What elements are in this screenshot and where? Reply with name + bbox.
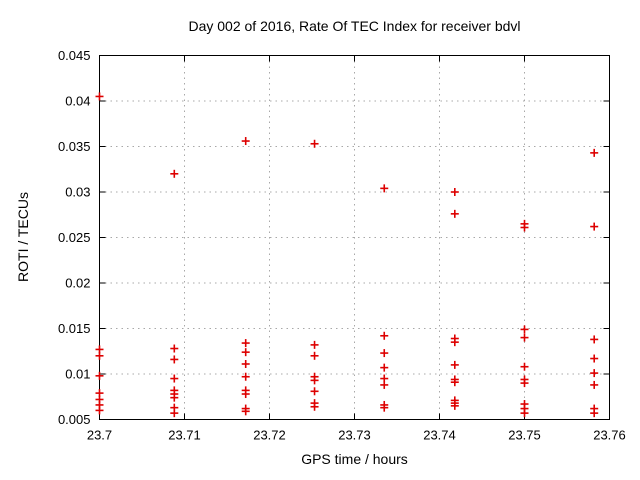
y-tick-label: 0.02 xyxy=(65,276,90,291)
data-point-marker xyxy=(450,378,459,387)
data-point-marker xyxy=(241,137,250,146)
data-point-marker xyxy=(310,139,319,148)
data-point-marker xyxy=(450,401,459,410)
data-point-marker xyxy=(170,355,179,364)
x-tick-label: 23.7 xyxy=(87,428,112,443)
data-point-marker xyxy=(241,390,250,399)
data-point-marker xyxy=(590,369,599,378)
data-point-marker xyxy=(520,223,529,232)
data-point-marker xyxy=(170,344,179,353)
data-point-marker xyxy=(450,209,459,218)
data-point-marker xyxy=(590,148,599,157)
y-tick-label: 0.025 xyxy=(58,230,91,245)
y-tick-label: 0.005 xyxy=(58,412,91,427)
data-point-marker xyxy=(450,188,459,196)
data-point-marker xyxy=(520,362,529,371)
data-point-marker xyxy=(380,380,389,389)
data-point-marker xyxy=(520,379,529,388)
x-tick-label: 23.75 xyxy=(508,428,541,443)
y-tick-label: 0.015 xyxy=(58,321,91,336)
x-axis-label: GPS time / hours xyxy=(301,451,408,467)
data-point-marker xyxy=(241,348,250,357)
data-point-marker xyxy=(590,354,599,363)
data-point-marker xyxy=(241,372,250,381)
data-point-marker xyxy=(310,340,319,349)
data-point-marker xyxy=(310,387,319,396)
data-point-marker xyxy=(380,403,389,412)
x-tick-label: 23.74 xyxy=(423,428,456,443)
data-point-marker xyxy=(95,406,104,415)
data-point-marker xyxy=(170,374,179,383)
data-point-marker xyxy=(241,359,250,368)
data-point-marker xyxy=(590,380,599,389)
y-tick-label: 0.035 xyxy=(58,139,91,154)
data-point-marker xyxy=(95,371,104,380)
data-point-marker xyxy=(380,184,389,193)
data-point-marker xyxy=(241,407,250,416)
data-point-marker xyxy=(380,349,389,358)
y-tick-label: 0.04 xyxy=(65,94,90,109)
data-point-marker xyxy=(241,339,250,348)
data-point-marker xyxy=(170,409,179,418)
y-tick-label: 0.01 xyxy=(65,367,90,382)
data-point-marker xyxy=(380,331,389,340)
data-point-marker xyxy=(520,409,529,418)
data-point-marker xyxy=(310,402,319,411)
data-point-marker xyxy=(520,333,529,342)
data-point-marker xyxy=(450,360,459,369)
y-tick-label: 0.03 xyxy=(65,185,90,200)
x-tick-label: 23.73 xyxy=(338,428,371,443)
data-point-marker xyxy=(450,338,459,347)
x-tick-label: 23.71 xyxy=(168,428,201,443)
data-point-marker xyxy=(380,363,389,372)
data-point-marker xyxy=(310,376,319,385)
data-point-marker xyxy=(310,351,319,360)
data-point-marker xyxy=(590,335,599,344)
data-point-marker xyxy=(95,351,104,360)
data-point-marker xyxy=(170,393,179,402)
data-point-marker xyxy=(95,92,104,101)
y-tick-label: 0.045 xyxy=(58,48,91,63)
data-point-marker xyxy=(170,169,179,178)
data-point-marker xyxy=(590,409,599,418)
x-tick-label: 23.72 xyxy=(253,428,286,443)
data-point-marker xyxy=(590,222,599,231)
chart-title: Day 002 of 2016, Rate Of TEC Index for r… xyxy=(188,18,521,34)
data-point-marker xyxy=(520,325,529,334)
x-tick-label: 23.76 xyxy=(593,428,626,443)
